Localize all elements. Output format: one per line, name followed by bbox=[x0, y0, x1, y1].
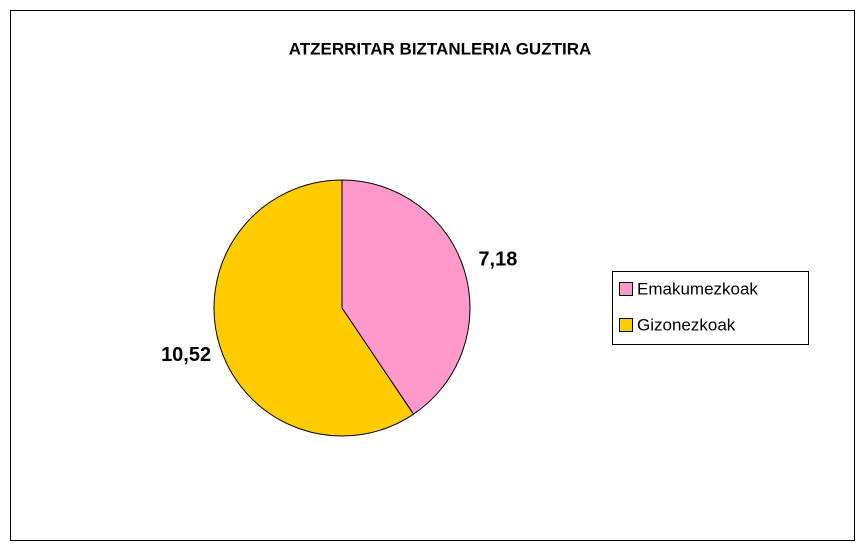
legend-box bbox=[612, 271, 809, 345]
legend-label: Emakumezkoak bbox=[637, 279, 758, 298]
data-label: 7,18 bbox=[478, 249, 517, 271]
legend-swatch bbox=[619, 282, 633, 296]
legend-label: Gizonezkoak bbox=[637, 315, 736, 334]
legend-swatch bbox=[619, 318, 633, 332]
pie-slice bbox=[213, 179, 415, 437]
data-label: 10,52 bbox=[161, 344, 211, 366]
pie-slice bbox=[341, 179, 471, 415]
chart-title: ATZERRITAR BIZTANLERIA GUZTIRA bbox=[289, 39, 592, 58]
